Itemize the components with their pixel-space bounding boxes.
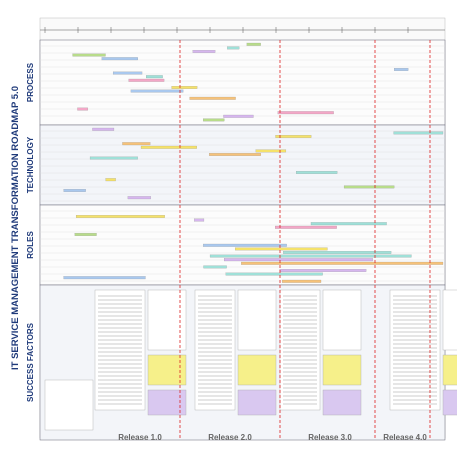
roadmap-item <box>275 225 337 229</box>
roadmap-item <box>72 53 106 57</box>
roadmap-item <box>130 89 184 93</box>
roadmap-item <box>63 189 86 192</box>
roadmap-item <box>192 50 216 53</box>
roadmap-item <box>394 68 409 71</box>
factor-note <box>237 354 277 386</box>
roadmap-item <box>235 247 328 251</box>
section-label: ROLES <box>26 231 35 259</box>
factor-note <box>322 354 362 386</box>
roadmap-item <box>140 145 197 149</box>
factor-box <box>194 289 236 411</box>
factor-box <box>322 289 362 351</box>
roadmap-item <box>75 215 165 218</box>
roadmap-item <box>209 254 412 258</box>
roadmap-item <box>128 78 165 82</box>
roadmap-item <box>189 96 236 100</box>
factor-note <box>322 389 362 416</box>
roadmap-item <box>224 258 373 262</box>
roadmap-item <box>393 131 444 135</box>
release-label: Release 2.0 <box>208 433 252 442</box>
roadmap-item <box>310 222 387 226</box>
roadmap-item <box>275 135 312 138</box>
roadmap-item <box>171 86 198 89</box>
roadmap-item <box>63 276 146 280</box>
roadmap-item <box>77 107 88 111</box>
roadmap-item <box>279 269 367 272</box>
summary-box <box>44 379 94 431</box>
roadmap-item <box>74 233 97 236</box>
roadmap-item <box>227 46 240 50</box>
roadmap-item <box>203 118 225 122</box>
roadmap-item <box>203 243 287 247</box>
release-lines: Release 1.0 Release 2.0 Release 3.0 Release… <box>118 40 431 442</box>
roadmap-item <box>101 57 138 61</box>
roadmap-item <box>209 153 261 156</box>
roadmap-item <box>122 142 151 146</box>
roadmap-item <box>241 261 444 265</box>
roadmap-item <box>112 71 143 75</box>
roadmap-items <box>44 42 457 431</box>
title: IT SERVICE MANAGEMENT TRANSFORMATION ROA… <box>10 86 21 370</box>
roadmap-item <box>92 127 115 131</box>
section-label: SUCCESS FACTORS <box>26 322 35 402</box>
section-label: PROCESS <box>26 62 35 102</box>
factor-box <box>94 289 146 411</box>
factor-note <box>442 354 457 386</box>
roadmap-item <box>277 111 334 115</box>
release-label: Release 3.0 <box>308 433 352 442</box>
release-label: Release 4.0 <box>383 433 427 442</box>
roadmap-item <box>89 156 138 160</box>
roadmap-item <box>246 42 261 46</box>
factor-box <box>389 289 441 411</box>
roadmap-item <box>343 185 395 189</box>
roadmap-item <box>127 196 151 200</box>
roadmap-item <box>145 75 163 79</box>
factor-box <box>442 289 457 351</box>
roadmap-item <box>223 114 254 118</box>
roadmap-item <box>105 178 116 182</box>
section-band <box>39 124 446 206</box>
section-label: TECHNOLOGY <box>26 136 35 193</box>
release-label: Release 1.0 <box>118 433 162 442</box>
factor-box <box>279 289 321 411</box>
roadmap-item <box>255 149 287 153</box>
roadmap-item <box>194 218 205 222</box>
factor-box <box>237 289 277 351</box>
roadmap-item <box>225 272 323 276</box>
roadmap-item <box>283 251 392 254</box>
roadmap-item <box>282 279 322 283</box>
section-band <box>39 39 446 126</box>
factor-note <box>442 389 457 416</box>
roadmap-item <box>296 171 338 174</box>
factor-note <box>237 389 277 416</box>
roadmap-item <box>203 265 227 269</box>
